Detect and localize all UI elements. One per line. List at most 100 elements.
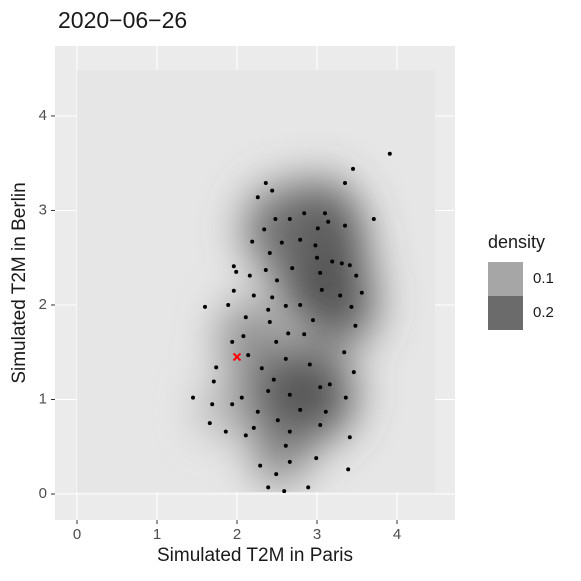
point [287, 392, 292, 397]
point [282, 489, 287, 494]
point [351, 370, 356, 375]
point [267, 319, 272, 324]
point [231, 264, 236, 269]
point [319, 287, 324, 292]
legend-title: density [488, 232, 545, 252]
point [347, 263, 352, 268]
legend-label: 0.2 [533, 304, 554, 321]
point [298, 237, 303, 242]
point [286, 331, 291, 336]
legend-label: 0.1 [533, 270, 554, 287]
highlight-point [232, 352, 242, 362]
point [315, 255, 319, 260]
point [210, 402, 215, 407]
point [250, 239, 255, 244]
point [247, 273, 252, 278]
legend-key [488, 262, 523, 296]
point [263, 268, 268, 273]
point [211, 379, 216, 384]
point [318, 423, 323, 428]
point [255, 409, 260, 414]
point [349, 304, 354, 309]
point [255, 195, 260, 200]
point [287, 429, 292, 434]
point [266, 307, 271, 312]
point [273, 216, 278, 221]
point [387, 151, 392, 156]
point [323, 211, 327, 216]
point [311, 318, 315, 323]
point [302, 211, 307, 216]
chart-title: 2020−06−26 [58, 7, 187, 33]
x-tick-label: 4 [393, 526, 401, 543]
point [243, 433, 248, 438]
y-tick-label: 3 [39, 201, 47, 218]
y-tick-label: 4 [39, 107, 47, 124]
point [351, 166, 355, 171]
y-tick-label: 0 [39, 485, 47, 502]
point [354, 273, 359, 278]
point [239, 395, 244, 400]
y-axis-label: Simulated T2M in Berlin [9, 182, 30, 383]
point [275, 278, 279, 283]
point [323, 409, 328, 414]
point [203, 304, 207, 309]
point [343, 223, 347, 228]
point [307, 362, 312, 367]
point [191, 395, 195, 400]
point [279, 240, 284, 245]
point [266, 485, 271, 490]
y-tick-label: 1 [39, 390, 47, 407]
point [287, 216, 292, 221]
point [287, 459, 292, 464]
point [302, 332, 307, 337]
point [298, 302, 303, 307]
point [283, 356, 288, 361]
point [314, 456, 319, 461]
point [342, 350, 347, 355]
density-raster [77, 70, 435, 492]
x-axis-label: Simulated T2M in Paris [157, 545, 353, 566]
point [274, 339, 279, 344]
point [283, 303, 288, 308]
point [259, 366, 264, 371]
point [353, 323, 358, 328]
point [251, 425, 256, 430]
point [313, 243, 318, 248]
point [343, 181, 347, 186]
point [214, 365, 219, 370]
point [262, 227, 267, 232]
point [290, 266, 295, 271]
point [267, 250, 272, 255]
point [346, 467, 351, 472]
point [275, 418, 280, 423]
point [298, 407, 303, 412]
x-tick-label: 3 [313, 526, 321, 543]
point [283, 443, 288, 448]
point [263, 181, 268, 186]
highlight-stroke [232, 352, 242, 362]
point [271, 377, 276, 382]
point [326, 219, 331, 224]
point [306, 485, 311, 490]
point [343, 395, 348, 400]
legend-key [488, 296, 523, 330]
point [231, 288, 236, 293]
point [270, 188, 275, 193]
point [226, 302, 231, 307]
point [207, 421, 212, 426]
point [230, 339, 235, 344]
point [223, 429, 228, 434]
point [270, 295, 275, 300]
point [318, 385, 323, 390]
point [371, 216, 376, 221]
point [327, 382, 332, 387]
point [338, 293, 343, 298]
point [315, 226, 320, 231]
x-tick-label: 1 [153, 526, 161, 543]
point [330, 259, 335, 264]
point [339, 261, 344, 266]
y-tick-label: 2 [39, 296, 47, 313]
point [230, 402, 235, 407]
